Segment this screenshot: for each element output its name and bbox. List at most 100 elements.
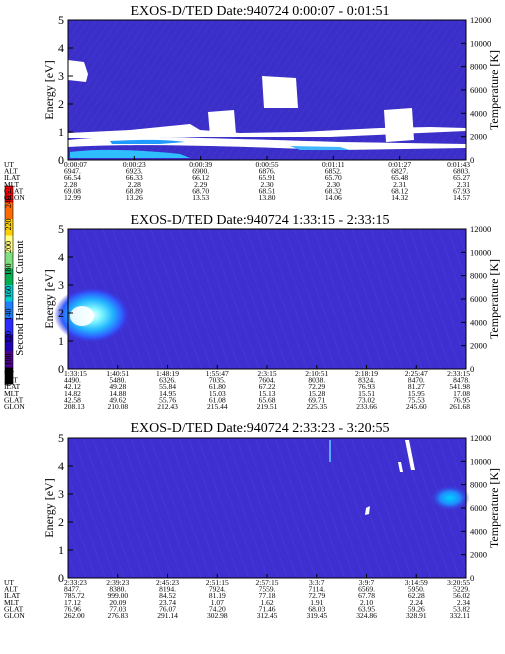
- orbit-value: 68.70: [192, 186, 209, 195]
- orbit-row-label: GLAT: [4, 186, 24, 195]
- y-tick-label: 5: [58, 13, 64, 27]
- y-right-tick-label: 12000: [470, 433, 491, 443]
- colorbar-tick-label: 120: [4, 331, 13, 343]
- colorbar-tick-label: 240: [4, 196, 13, 208]
- y-right-tick-label: 4000: [470, 526, 487, 536]
- orbit-value: 2.34: [457, 598, 470, 607]
- orbit-value: 2:39:23: [106, 578, 129, 587]
- y-tick-label: 1: [58, 125, 64, 139]
- orbit-value: 56.02: [453, 591, 470, 600]
- orbit-value: 6900.: [192, 167, 209, 176]
- orbit-value: 2:3:15: [257, 369, 276, 378]
- y-right-tick-label: 12000: [470, 15, 491, 25]
- orbit-row-label: GLON: [4, 611, 25, 620]
- orbit-value: 13.80: [259, 193, 276, 202]
- orbit-value: 55.76: [159, 395, 176, 404]
- colorbar-tick-label: 100: [4, 354, 13, 366]
- orbit-value: 1:33:15: [64, 369, 87, 378]
- panel-2-plot: [54, 228, 467, 370]
- orbit-value: 2.28: [128, 180, 141, 189]
- orbit-value: 7114.: [308, 585, 325, 594]
- orbit-value: 77.03: [109, 604, 126, 613]
- panel-2-title: EXOS-D/TED Date:940724 1:33:15 - 2:33:15: [131, 213, 390, 228]
- orbit-row-label: ILAT: [4, 173, 21, 182]
- orbit-value: 76.93: [358, 382, 375, 391]
- orbit-value: 66.12: [192, 173, 209, 182]
- y-right-tick-label: 10000: [470, 247, 491, 257]
- colorbar-cell-10: [5, 351, 13, 368]
- orbit-value: 14.88: [109, 389, 126, 398]
- orbit-value: 0:01:27: [388, 160, 411, 169]
- orbit-value: 71.46: [259, 604, 276, 613]
- orbit-value: 7604.: [259, 376, 276, 385]
- orbit-value: 2:51:15: [206, 578, 229, 587]
- orbit-value: 8470.: [408, 376, 425, 385]
- orbit-value: 59.26: [408, 604, 425, 613]
- panel-2: EXOS-D/TED Date:940724 1:33:15 - 2:33:15…: [4, 213, 501, 411]
- y-axis-label: Energy [eV]: [42, 269, 56, 328]
- orbit-value: 8478.: [453, 376, 470, 385]
- orbit-value: 6827.: [391, 167, 408, 176]
- y-right-tick-label: 6000: [470, 294, 487, 304]
- orbit-value: 77.18: [259, 591, 276, 600]
- panel-3-flux-blob: [430, 485, 470, 511]
- colorbar-cell-9: [5, 334, 13, 352]
- colorbar-tick-label: 140: [4, 309, 13, 321]
- orbit-value: 0:00:07: [64, 160, 87, 169]
- y-tick-label: 2: [58, 97, 64, 111]
- orbit-value: 49.62: [109, 395, 126, 404]
- colorbar-cell-7: [5, 301, 13, 319]
- orbit-value: 219.51: [257, 402, 278, 411]
- colorbar-ticks: 240 220 200 180 160 140 120 100 80: [4, 196, 13, 386]
- orbit-row-label: GLON: [4, 402, 25, 411]
- orbit-value: 65.68: [259, 395, 276, 404]
- orbit-value: 7035.: [209, 376, 226, 385]
- orbit-value: 541.98: [449, 382, 470, 391]
- orbit-value: 61.80: [209, 382, 226, 391]
- orbit-value: 324.86: [356, 611, 377, 620]
- y-tick-label: 3: [58, 487, 64, 501]
- panel-3-gap-streak-b: [398, 462, 403, 472]
- orbit-value: 20.09: [109, 598, 126, 607]
- orbit-value: 1.62: [260, 598, 273, 607]
- orbit-value: 12.99: [64, 193, 81, 202]
- orbit-value: 65.70: [325, 173, 342, 182]
- orbit-value: 215.44: [207, 402, 228, 411]
- colorbar-tick-label: 180: [4, 264, 13, 276]
- y-tick-label: 0: [58, 571, 64, 585]
- y-right-axis-label: Temperature [K]: [487, 50, 501, 130]
- y-right-tick-label: 8000: [470, 62, 487, 72]
- colorbar-cell-11: [5, 367, 13, 385]
- orbit-value: 6923.: [126, 167, 143, 176]
- orbit-value: 66.54: [64, 173, 81, 182]
- panel-1-flux-streak-b: [110, 139, 185, 144]
- y-tick-label: 2: [58, 306, 64, 320]
- orbit-value: 69.71: [308, 395, 325, 404]
- orbit-value: 7924.: [209, 585, 226, 594]
- orbit-value: 75.53: [408, 395, 425, 404]
- orbit-value: 261.68: [449, 402, 470, 411]
- colorbar-cell-6: [5, 285, 13, 302]
- panel-3: EXOS-D/TED Date:940724 2:33:23 - 3:20:55…: [4, 421, 501, 620]
- orbit-row-label: MLT: [4, 598, 20, 607]
- orbit-value: 2.28: [64, 180, 77, 189]
- orbit-value: 2.30: [260, 180, 273, 189]
- panel-1-axes: 0 1 2 3 4 5 0 2000 4000 6000 8000 10000 12000 Energy …: [42, 13, 501, 167]
- y-tick-label: 1: [58, 543, 64, 557]
- orbit-value: 2.30: [327, 180, 340, 189]
- colorbar-tick-label: 80: [4, 378, 13, 386]
- orbit-value: 2:57:15: [256, 578, 279, 587]
- y-tick-label: 4: [58, 250, 64, 264]
- orbit-value: 68.51: [259, 186, 276, 195]
- orbit-value: 69.08: [64, 186, 81, 195]
- y-right-tick-label: 8000: [470, 271, 487, 281]
- orbit-value: 14.06: [325, 193, 342, 202]
- panel-3-gap-streak-a: [405, 440, 415, 470]
- orbit-row-label: ILAT: [4, 591, 21, 600]
- y-right-tick-label: 6000: [470, 503, 487, 513]
- colorbar-tick-label: 220: [4, 219, 13, 231]
- orbit-row-label: UT: [4, 578, 14, 587]
- y-right-tick-label: 0: [470, 155, 474, 165]
